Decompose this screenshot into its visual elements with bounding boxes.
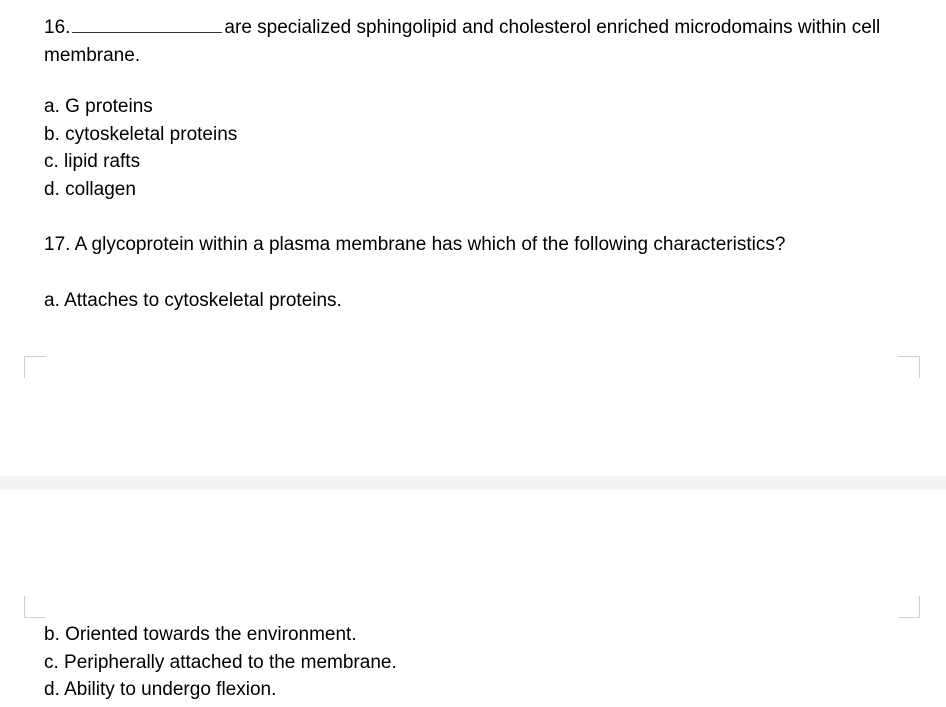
q17-option-c: c. Peripherally attached to the membrane… xyxy=(44,649,902,677)
q16-options: a. G proteins b. cytoskeletal proteins c… xyxy=(44,93,902,203)
q17-options-lower: b. Oriented towards the environment. c. … xyxy=(44,621,902,704)
crop-corner-top-left xyxy=(24,356,46,378)
q17-stem: 17. A glycoprotein within a plasma membr… xyxy=(44,231,902,259)
crop-corner-bottom-right xyxy=(898,596,920,618)
q17-option-a: a. Attaches to cytoskeletal proteins. xyxy=(44,287,902,315)
page-gap-band xyxy=(0,476,946,490)
q16-option-a: a. G proteins xyxy=(44,93,902,121)
q16-option-b: b. cytoskeletal proteins xyxy=(44,121,902,149)
q16-option-c: c. lipid rafts xyxy=(44,148,902,176)
q16-stem: 16.are specialized sphingolipid and chol… xyxy=(44,14,902,69)
crop-corner-top-right xyxy=(898,356,920,378)
q16-option-d: d. collagen xyxy=(44,176,902,204)
crop-corner-bottom-left xyxy=(24,596,46,618)
q16-blank xyxy=(72,14,222,33)
q16-number: 16. xyxy=(44,17,70,38)
q17-option-d: d. Ability to undergo flexion. xyxy=(44,676,902,704)
q17-option-b: b. Oriented towards the environment. xyxy=(44,621,902,649)
